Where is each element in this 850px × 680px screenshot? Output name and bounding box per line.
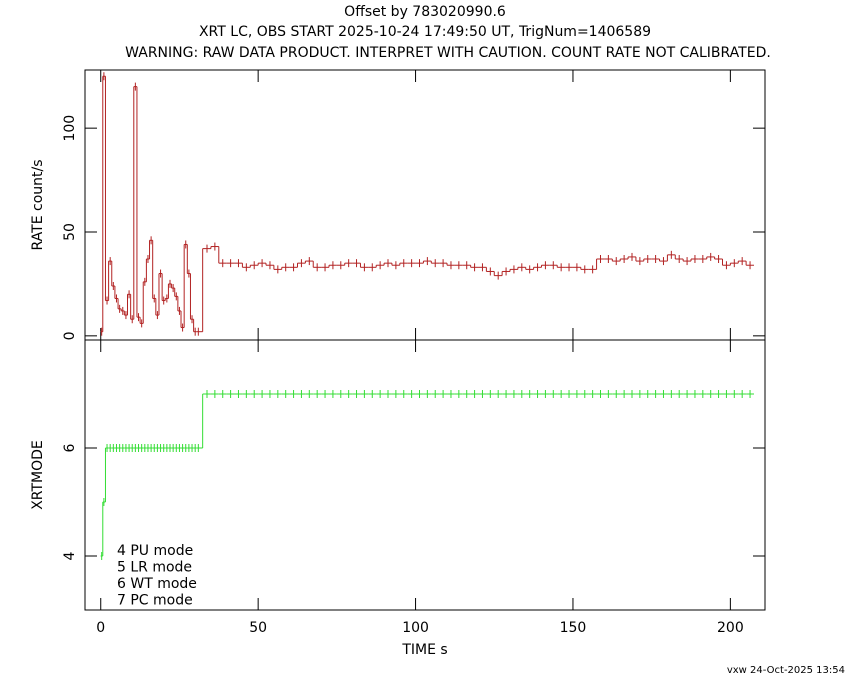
bottom-frame (84, 339, 766, 611)
y-tick-label: 6 (62, 443, 78, 452)
x-tick-label: 100 (402, 620, 429, 636)
title: Offset by 783020990.6 (344, 4, 506, 20)
y-tick-label: 100 (62, 115, 78, 142)
legend-text: 6 WT mode (117, 576, 197, 592)
legend-text: 7 PC mode (117, 593, 193, 609)
y-axis-label: RATE count/s (30, 159, 46, 250)
y-tick-label: 4 (62, 551, 78, 560)
warning: WARNING: RAW DATA PRODUCT. INTERPRET WIT… (125, 45, 771, 61)
y-tick-label: 50 (62, 223, 78, 241)
subtitle: XRT LC, OBS START 2025-10-24 17:49:50 UT… (199, 24, 651, 40)
x-tick-label: 150 (560, 620, 587, 636)
x-tick-label: 0 (96, 620, 105, 636)
legend-text: 4 PU mode (117, 543, 193, 559)
footer: vxw 24-Oct-2025 13:54 (727, 665, 845, 676)
x-tick-label: 50 (249, 620, 267, 636)
x-tick-label: 200 (717, 620, 744, 636)
x-axis-label: TIME s (401, 642, 447, 658)
legend-text: 5 LR mode (117, 560, 192, 576)
top-frame (84, 69, 766, 341)
y-tick-label: 0 (62, 331, 78, 340)
y-axis-label: XRTMODE (30, 440, 46, 510)
